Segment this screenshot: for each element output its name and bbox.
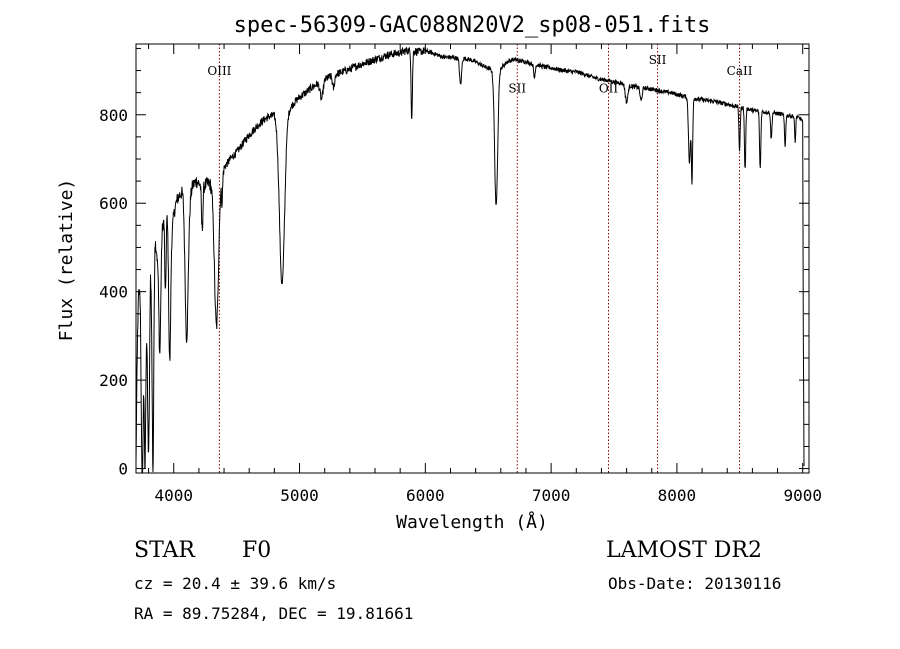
line-marker-label: CaII	[727, 64, 753, 78]
x-tick-label: 6000	[406, 486, 445, 505]
line-marker-label: SII	[508, 82, 526, 96]
y-tick-label: 0	[118, 460, 128, 479]
spectral-subclass: F0	[242, 538, 272, 563]
x-tick-label: 8000	[658, 486, 697, 505]
x-tick-label: 7000	[532, 486, 571, 505]
line-marker-label: OII	[599, 82, 619, 96]
x-tick-label: 5000	[280, 486, 319, 505]
plot-frame	[135, 43, 810, 474]
y-tick-label: 600	[99, 194, 128, 213]
line-markers: OIII SII OII SII CaII	[207, 44, 753, 473]
spectrum-line	[135, 46, 805, 473]
y-tick-label: 800	[99, 106, 128, 125]
line-marker-label: OIII	[207, 64, 231, 78]
y-tick-label: 400	[99, 283, 128, 302]
y-tick-label: 200	[99, 371, 128, 390]
y-axis-label: Flux (relative)	[56, 179, 77, 342]
axes: 4000 5000 6000 7000 8000 9000 0 200 400 600 800	[99, 44, 822, 505]
x-tick-label: 9000	[783, 486, 822, 505]
chart-title: spec-56309-GAC088N20V2_sp08-051.fits	[234, 13, 711, 38]
survey-name: LAMOST DR2	[606, 538, 762, 563]
object-class: STAR	[134, 538, 195, 563]
x-axis-label: Wavelength (Å)	[396, 511, 548, 533]
line-marker-label: SII	[649, 53, 667, 67]
redshift-value: cz = 20.4 ± 39.6 km/s	[134, 574, 337, 593]
observation-date: Obs-Date: 20130116	[608, 574, 782, 593]
x-tick-label: 4000	[154, 486, 193, 505]
coordinates: RA = 89.75284, DEC = 19.81661	[134, 604, 414, 623]
